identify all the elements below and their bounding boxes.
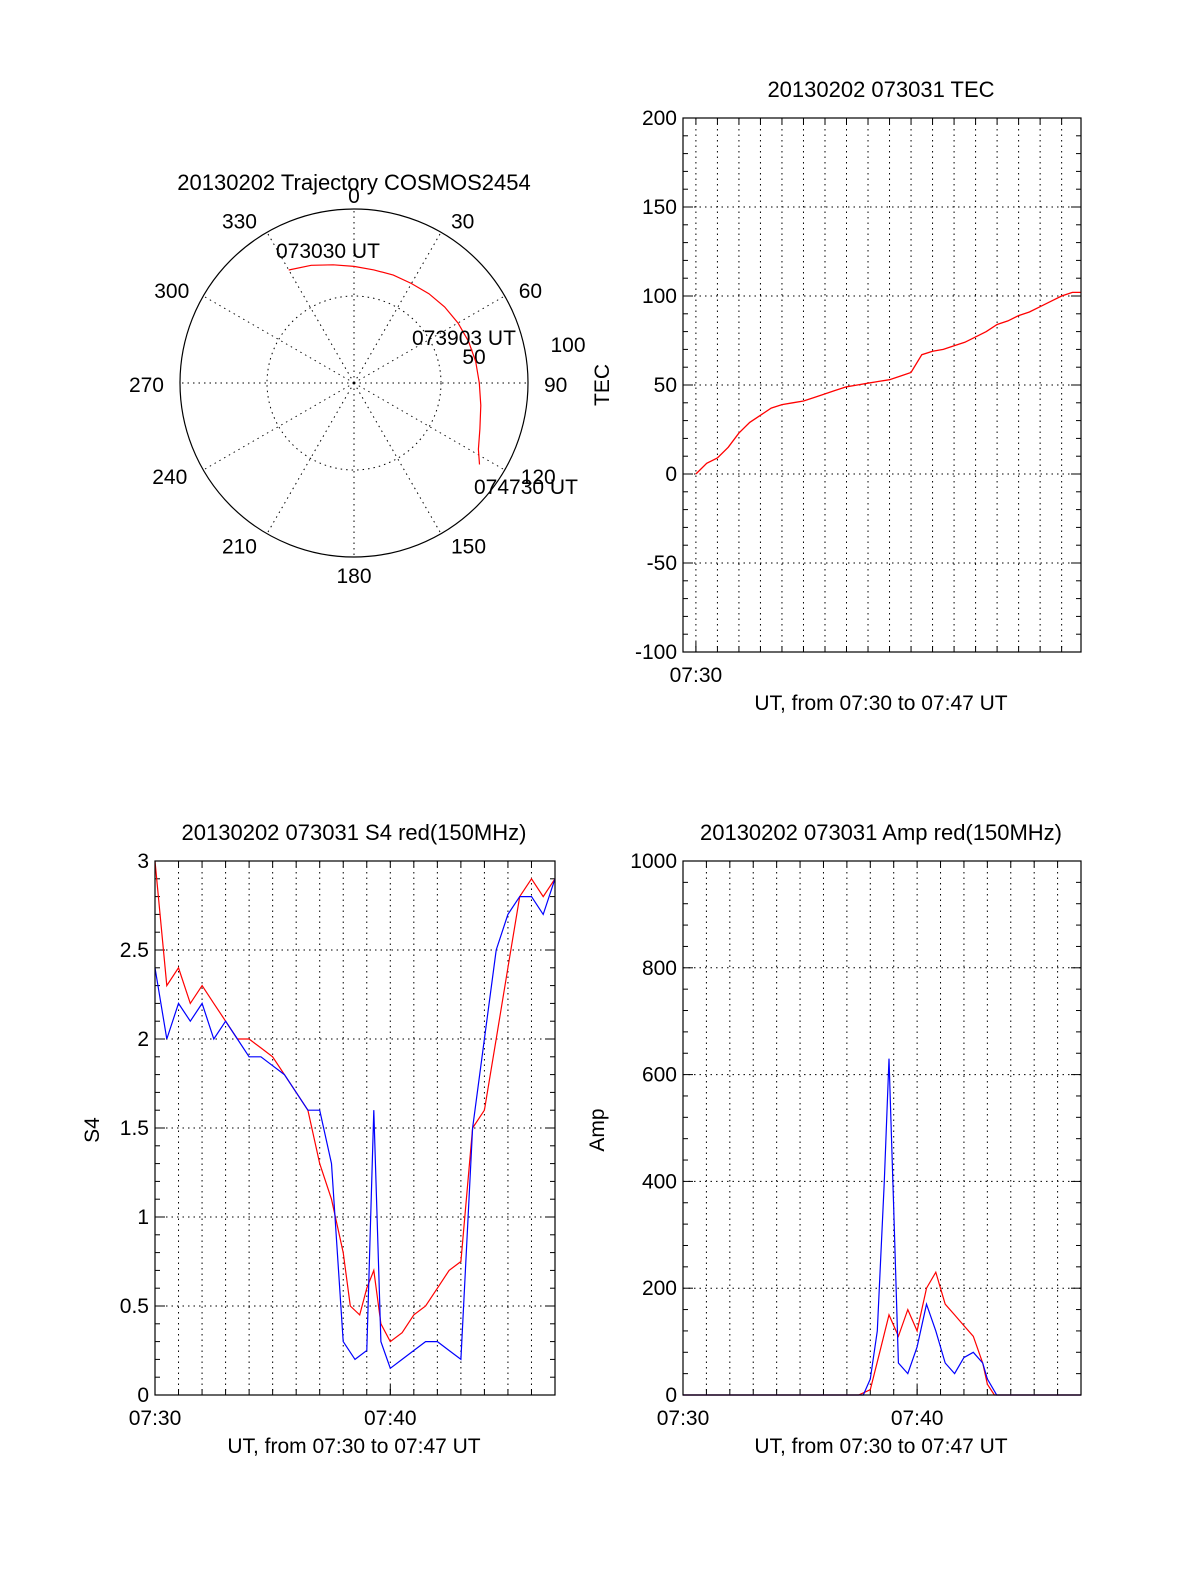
tec-y-tick-label: -50	[647, 552, 677, 575]
amp-x-tick-label: 07:30	[657, 1407, 710, 1430]
polar-azimuth-label-90: 90	[544, 374, 567, 397]
tec-frame	[682, 117, 1082, 653]
polar-frame-circle	[179, 208, 529, 558]
trajectory-series-line	[288, 264, 482, 465]
s4-vertical-grid	[178, 861, 532, 1395]
polar-azimuth-label-210: 210	[222, 536, 257, 559]
s4-y-axis-label: S4	[81, 1117, 104, 1143]
s4-y-tick-label: 1	[137, 1206, 149, 1229]
trajectory-annotation-start: 073030 UT	[276, 240, 380, 263]
trajectory-title: 20130202 Trajectory COSMOS2454	[177, 170, 530, 195]
s4-y-tick-label: 2.5	[120, 939, 149, 962]
polar-spoke-330	[266, 232, 355, 384]
tec-vertical-grid	[695, 118, 1063, 652]
s4-series-blue	[154, 878, 556, 1370]
polar-azimuth-labels: 0 30 60 90 120 150 180 210 240 270 300 330	[129, 185, 567, 588]
polar-azimuth-label-60: 60	[519, 280, 542, 303]
tec-title: 20130202 073031 TEC	[767, 77, 994, 102]
s4-x-axis-label: UT, from 07:30 to 07:47 UT	[227, 1435, 480, 1458]
s4-y-tick-label: 3	[137, 850, 149, 873]
s4-y-tick-label: 0	[137, 1384, 149, 1407]
amp-vertical-grid	[705, 861, 1059, 1395]
polar-grid-circle-inner	[266, 295, 442, 471]
trajectory-annotation-mid: 073903 UT	[412, 327, 516, 350]
polar-azimuth-label-300: 300	[154, 280, 189, 303]
polar-azimuth-label-180: 180	[336, 565, 371, 588]
polar-azimuth-label-150: 150	[451, 536, 486, 559]
tec-y-tick-label: 100	[642, 285, 677, 308]
amp-y-tick-label: 200	[642, 1277, 677, 1300]
polar-azimuth-label-240: 240	[152, 466, 187, 489]
amp-series-red	[683, 1270, 1081, 1396]
polar-radial-label-100: 100	[550, 334, 585, 357]
trajectory-annotation-end: 074730 UT	[474, 476, 578, 499]
polar-spoke-300	[203, 295, 355, 384]
polar-azimuth-label-120: 120	[521, 466, 556, 489]
tec-y-tick-label: 150	[642, 196, 677, 219]
polar-azimuth-label-30: 30	[451, 210, 474, 233]
polar-spoke-150	[353, 382, 442, 534]
s4-y-tick-label: 2	[137, 1028, 149, 1051]
amp-panel: 20130202 073031 Amp red(150MHz) 0 200 400 6…	[586, 820, 1082, 1458]
amp-x-tick-label: 07:40	[891, 1407, 944, 1430]
tec-y-axis-label: TEC	[591, 364, 614, 406]
tec-x-ticks: 07:30	[670, 642, 723, 687]
amp-y-tick-label: 400	[642, 1170, 677, 1193]
tec-y-tick-label: 0	[665, 463, 677, 486]
s4-y-axis: 0 0.5 1 1.5 2 2.5 3	[120, 850, 555, 1407]
polar-azimuth-label-0: 0	[348, 185, 360, 208]
amp-x-axis-label: UT, from 07:30 to 07:47 UT	[754, 1435, 1007, 1458]
tec-y-tick-label: -100	[635, 641, 677, 664]
tec-panel: 20130202 073031 TEC -100-50050100150200 …	[591, 77, 1082, 715]
polar-spoke-120	[353, 382, 505, 471]
amp-y-axis: 0 200 400 600 800 1000	[630, 850, 1081, 1407]
s4-series-red	[154, 860, 556, 1343]
polar-spoke-210	[266, 382, 355, 534]
amp-y-tick-label: 1000	[630, 850, 677, 873]
amp-y-tick-label: 0	[665, 1384, 677, 1407]
s4-x-tick-label: 07:40	[364, 1407, 417, 1430]
tec-y-tick-label: 50	[654, 374, 677, 397]
trajectory-panel: 20130202 Trajectory COSMOS2454 0 30 60 90 12…	[129, 170, 586, 588]
polar-spoke-240	[203, 382, 355, 471]
amp-y-tick-label: 800	[642, 957, 677, 980]
amp-series-blue	[683, 1058, 1081, 1396]
s4-frame	[154, 860, 556, 1396]
s4-y-tick-label: 1.5	[120, 1117, 149, 1140]
amp-x-ticks: 07:30 07:40	[657, 1385, 944, 1430]
amp-title: 20130202 073031 Amp red(150MHz)	[700, 820, 1062, 845]
amp-y-axis-label: Amp	[586, 1108, 609, 1151]
tec-y-tick-label: 200	[642, 107, 677, 130]
tec-y-axis: -100 -50 0 50 100 150 200	[635, 107, 1081, 664]
s4-x-tick-label: 07:30	[129, 1407, 182, 1430]
s4-title: 20130202 073031 S4 red(150MHz)	[182, 820, 527, 845]
tec-x-tick-label: 07:30	[670, 664, 723, 687]
amp-frame	[682, 860, 1082, 1396]
tec-series-line	[695, 291, 1081, 475]
polar-spokes	[180, 209, 528, 557]
s4-y-tick-label: 0.5	[120, 1295, 149, 1318]
polar-spoke-30	[353, 232, 442, 384]
tec-x-axis-label: UT, from 07:30 to 07:47 UT	[754, 692, 1007, 715]
amp-y-tick-label: 600	[642, 1064, 677, 1087]
polar-azimuth-label-270: 270	[129, 374, 164, 397]
s4-panel: 20130202 073031 S4 red(150MHz) 0 0.5 1 1.5 2…	[81, 820, 556, 1458]
polar-spoke-60	[353, 295, 505, 384]
polar-azimuth-label-330: 330	[222, 210, 257, 233]
s4-x-ticks: 07:30 07:40	[129, 1385, 417, 1430]
